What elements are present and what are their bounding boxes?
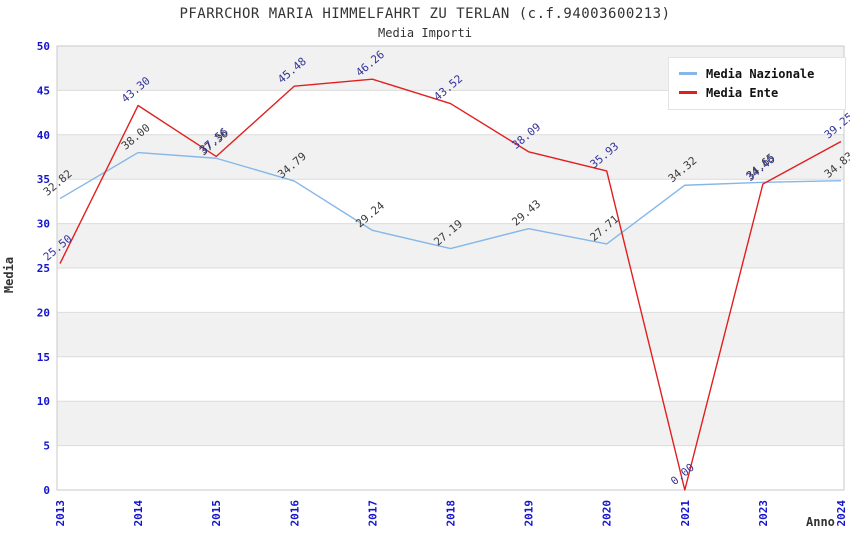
y-tick-label: 40 (37, 129, 50, 142)
series-line-media-ente (59, 78, 842, 491)
legend-item-media-nazionale: Media Nazionale (679, 64, 835, 83)
y-tick-label: 45 (37, 84, 50, 97)
y-tick-label: 30 (37, 218, 50, 231)
x-axis-title: Anno (806, 515, 835, 529)
x-tick-label: 2018 (445, 500, 458, 527)
y-tick-label: 20 (37, 306, 50, 319)
grid-band (57, 134, 844, 180)
grid-band (57, 223, 844, 268)
y-tick-label: 50 (37, 40, 50, 53)
series-line-media-nazionale (59, 151, 842, 250)
x-tick-label: 2017 (366, 500, 379, 527)
media-nazionale-line-swatch-icon (679, 72, 697, 75)
y-tick-label: 0 (43, 484, 50, 497)
legend-item-label: Media Nazionale (706, 66, 815, 81)
legend-item-media-ente: Media Ente (679, 83, 835, 102)
y-tick-label: 5 (43, 440, 50, 453)
grid-band (57, 356, 844, 402)
y-axis-title: Media (2, 256, 16, 294)
legend: Media Nazionale Media Ente (668, 57, 846, 110)
page-title: PFARRCHOR MARIA HIMMELFAHRT ZU TERLAN (c… (179, 6, 671, 22)
x-tick-label: 2013 (54, 500, 67, 527)
grid-band (57, 268, 844, 313)
page-subtitle: Media Importi (378, 26, 472, 40)
legend-item-label: Media Ente (706, 85, 779, 100)
x-tick-label: 2023 (757, 500, 770, 527)
plot-border (56, 45, 845, 491)
x-tick-label: 2020 (601, 500, 614, 527)
x-tick-label: 2024 (835, 500, 848, 527)
x-tick-label: 2016 (288, 500, 301, 527)
y-tick-label: 25 (37, 262, 50, 275)
y-tick-label: 10 (37, 395, 50, 408)
y-tick-label: 35 (37, 173, 50, 186)
x-tick-label: 2019 (523, 500, 536, 527)
media-ente-line-swatch-icon (679, 91, 697, 94)
grid-band (57, 445, 844, 490)
grid-band (57, 312, 844, 357)
x-tick-label: 2015 (210, 500, 223, 527)
x-tick-label: 2014 (132, 500, 145, 527)
grid-band (57, 401, 844, 446)
x-tick-label: 2021 (679, 500, 692, 527)
grid-band (57, 179, 844, 224)
y-tick-label: 15 (37, 351, 50, 364)
